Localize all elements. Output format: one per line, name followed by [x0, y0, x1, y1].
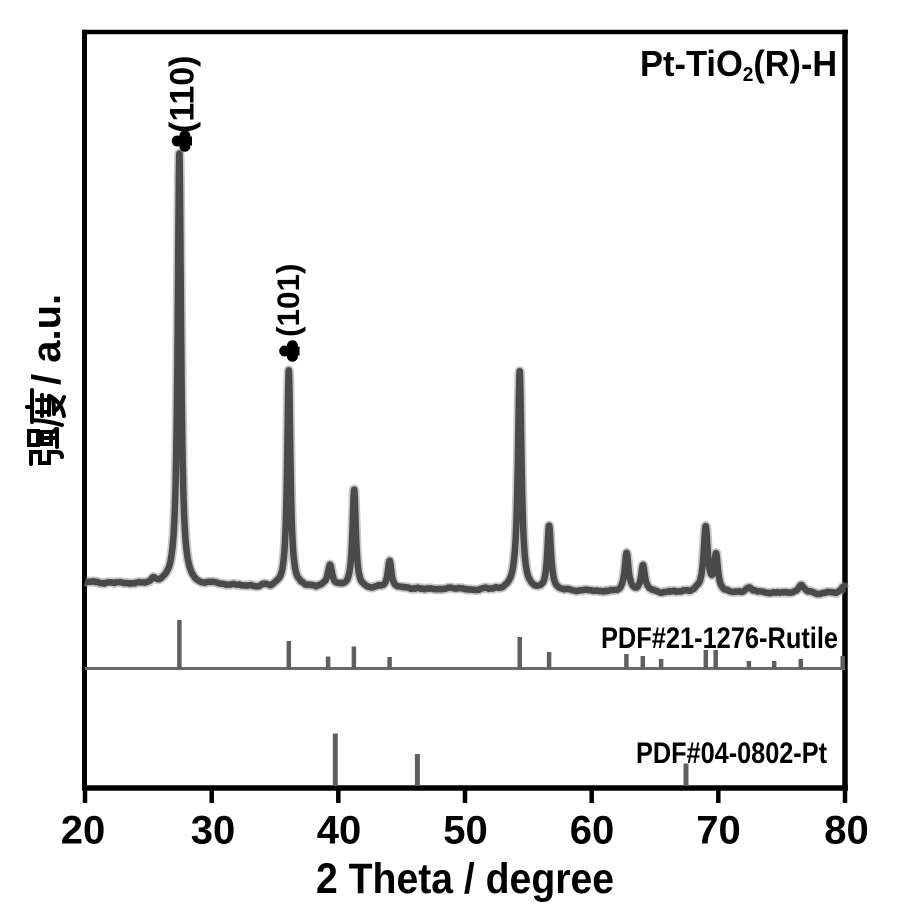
svg-text:(110): (110) [164, 56, 202, 134]
svg-text:60: 60 [570, 809, 615, 853]
svg-text:Pt-TiO: Pt-TiO [640, 43, 743, 84]
svg-text:50: 50 [443, 809, 488, 853]
svg-text:2: 2 [743, 64, 754, 86]
svg-text:PDF#04-0802-Pt: PDF#04-0802-Pt [636, 737, 827, 770]
svg-text:PDF#21-1276-Rutile: PDF#21-1276-Rutile [601, 622, 838, 655]
svg-text:(R)-H: (R)-H [753, 43, 837, 84]
svg-text:/ a.u.: / a.u. [25, 294, 69, 385]
svg-text:2 Theta / degree: 2 Theta / degree [316, 855, 614, 903]
svg-text:20: 20 [61, 809, 106, 853]
svg-text:80: 80 [824, 809, 869, 853]
svg-text:30: 30 [191, 809, 236, 853]
svg-text:40: 40 [317, 809, 362, 853]
svg-text:(101): (101) [270, 263, 306, 337]
svg-text:70: 70 [696, 809, 741, 853]
